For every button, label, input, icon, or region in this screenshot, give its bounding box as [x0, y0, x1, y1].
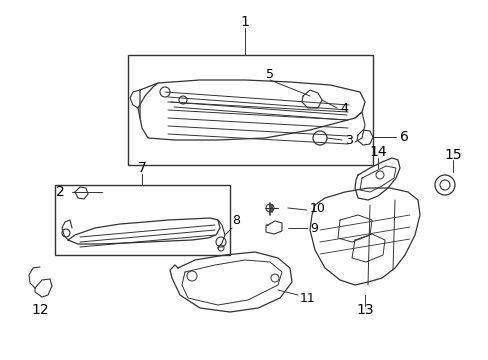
Text: 3: 3 [345, 134, 352, 147]
Text: 13: 13 [355, 303, 373, 317]
Text: 6: 6 [399, 130, 408, 144]
Text: 15: 15 [443, 148, 461, 162]
Text: 4: 4 [339, 102, 347, 114]
Text: 2: 2 [56, 185, 64, 199]
Text: 7: 7 [137, 161, 146, 175]
Text: 9: 9 [309, 221, 317, 234]
Text: 1: 1 [240, 15, 249, 29]
Bar [128, 55, 372, 165]
Text: 12: 12 [31, 303, 49, 317]
Text: 14: 14 [368, 145, 386, 159]
Text: 10: 10 [309, 202, 325, 215]
Bar [55, 185, 229, 255]
Text: 8: 8 [231, 213, 240, 226]
Text: 5: 5 [265, 68, 273, 81]
Text: 11: 11 [299, 292, 315, 305]
